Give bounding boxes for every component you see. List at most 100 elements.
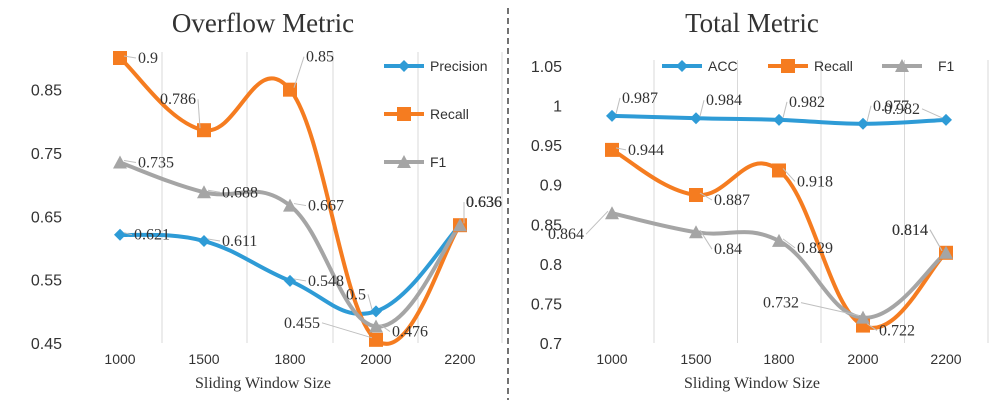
data-label-leader — [123, 232, 133, 236]
data-label-recall: 0.887 — [714, 192, 750, 209]
data-label-leader — [293, 203, 307, 207]
y-tick-label: 0.75 — [531, 296, 562, 313]
y-tick-label: 0.85 — [31, 83, 62, 100]
data-label-acc: 0.984 — [706, 92, 742, 109]
y-tick-label: 1.05 — [531, 59, 562, 76]
data-point-recall — [772, 163, 786, 178]
chart-title: Total Metric — [685, 8, 819, 38]
y-tick-label: 0.75 — [31, 146, 62, 163]
data-label-leader — [699, 229, 713, 250]
data-label-precision: 0.636 — [466, 194, 502, 211]
data-point-f1 — [856, 310, 870, 324]
data-label-leader — [207, 189, 221, 193]
legend-marker-recall — [781, 59, 795, 73]
series-line-f1 — [119, 160, 462, 329]
y-tick-label: 0.8 — [540, 257, 562, 274]
data-label-leader — [800, 302, 860, 317]
legend-marker-f1 — [895, 59, 909, 72]
data-point-acc — [773, 113, 785, 126]
data-label-f1: 0.732 — [763, 295, 799, 312]
data-label-leader — [379, 324, 391, 332]
data-label-leader — [123, 160, 137, 163]
data-point-recall — [369, 332, 383, 347]
legend-marker-acc — [676, 60, 688, 72]
data-point-f1 — [689, 225, 703, 239]
data-point-acc — [606, 109, 618, 122]
x-tick-label: 1500 — [188, 351, 219, 367]
data-label-leader — [585, 210, 609, 235]
data-label-f1: 0.814 — [892, 222, 928, 239]
data-point-precision — [370, 305, 382, 318]
data-label-f1: 0.636 — [466, 194, 502, 211]
data-point-precision — [198, 235, 210, 248]
data-point-f1 — [453, 218, 467, 232]
data-point-f1 — [283, 198, 297, 212]
data-point-recall — [283, 82, 297, 97]
data-label-recall: 0.814 — [892, 222, 928, 239]
x-tick-label: 2200 — [930, 351, 961, 367]
data-label-acc: 0.977 — [873, 98, 909, 115]
y-tick-label: 0.65 — [31, 209, 62, 226]
data-label-acc: 0.987 — [622, 90, 658, 107]
data-label-f1: 0.688 — [222, 184, 258, 201]
legend-label-acc: ACC — [708, 58, 738, 74]
data-label-f1: 0.829 — [797, 240, 833, 257]
data-label-leader — [197, 99, 201, 129]
x-tick-label: 2000 — [360, 351, 391, 367]
x-tick-label: 1500 — [680, 351, 711, 367]
data-label-leader — [921, 108, 943, 119]
x-axis-label: Sliding Window Size — [684, 375, 820, 392]
data-label-precision: 0.621 — [134, 227, 170, 244]
data-label-precision: 0.548 — [308, 273, 344, 290]
x-tick-label: 2200 — [444, 351, 475, 367]
series-line-precision — [119, 223, 462, 316]
data-point-recall — [197, 123, 211, 138]
data-label-f1: 0.476 — [392, 324, 428, 341]
x-tick-label: 1800 — [763, 351, 794, 367]
data-label-leader — [321, 322, 373, 339]
data-label-recall: 0.786 — [160, 91, 196, 108]
data-label-precision: 0.5 — [346, 286, 366, 303]
data-label-recall: 0.9 — [138, 50, 158, 67]
x-tick-label: 1000 — [596, 351, 627, 367]
data-label-recall: 0.455 — [284, 315, 320, 332]
data-label-recall: 0.918 — [797, 173, 833, 190]
x-tick-label: 1000 — [104, 351, 135, 367]
data-point-acc — [940, 113, 952, 126]
data-point-f1 — [605, 206, 619, 220]
data-label-leader — [207, 238, 221, 242]
data-point-acc — [690, 112, 702, 125]
legend-marker-precision — [398, 60, 410, 72]
x-tick-label: 2000 — [847, 351, 878, 367]
series-line-recall — [118, 56, 462, 346]
x-tick-label: 1800 — [274, 351, 305, 367]
data-label-leader — [615, 147, 627, 151]
x-axis-label: Sliding Window Size — [195, 375, 331, 392]
legend-label-recall: Recall — [430, 106, 469, 122]
data-label-f1: 0.84 — [714, 241, 742, 258]
data-label-leader — [929, 229, 943, 252]
legend-marker-f1 — [397, 155, 411, 168]
y-tick-label: 0.85 — [531, 217, 562, 234]
data-point-precision — [114, 228, 126, 241]
data-point-f1 — [197, 185, 211, 199]
data-label-acc: 0.982 — [789, 94, 825, 111]
legend-label-precision: Precision — [430, 58, 488, 74]
legend-marker-recall — [397, 107, 411, 121]
data-label-f1: 0.667 — [308, 198, 344, 215]
data-label-leader — [123, 55, 137, 59]
legend-label-f1: F1 — [938, 58, 955, 74]
data-point-f1 — [939, 245, 953, 259]
data-label-acc: 0.982 — [884, 101, 920, 118]
data-point-f1 — [369, 319, 383, 333]
data-label-leader — [699, 100, 705, 117]
y-tick-label: 0.7 — [540, 336, 562, 353]
data-label-recall: 0.722 — [879, 323, 915, 340]
data-label-leader — [615, 97, 621, 114]
data-label-leader — [699, 192, 713, 201]
y-tick-label: 0.9 — [540, 178, 562, 195]
data-label-recall: 0.636 — [466, 194, 502, 211]
data-point-recall — [689, 188, 703, 203]
data-label-leader — [866, 323, 878, 331]
